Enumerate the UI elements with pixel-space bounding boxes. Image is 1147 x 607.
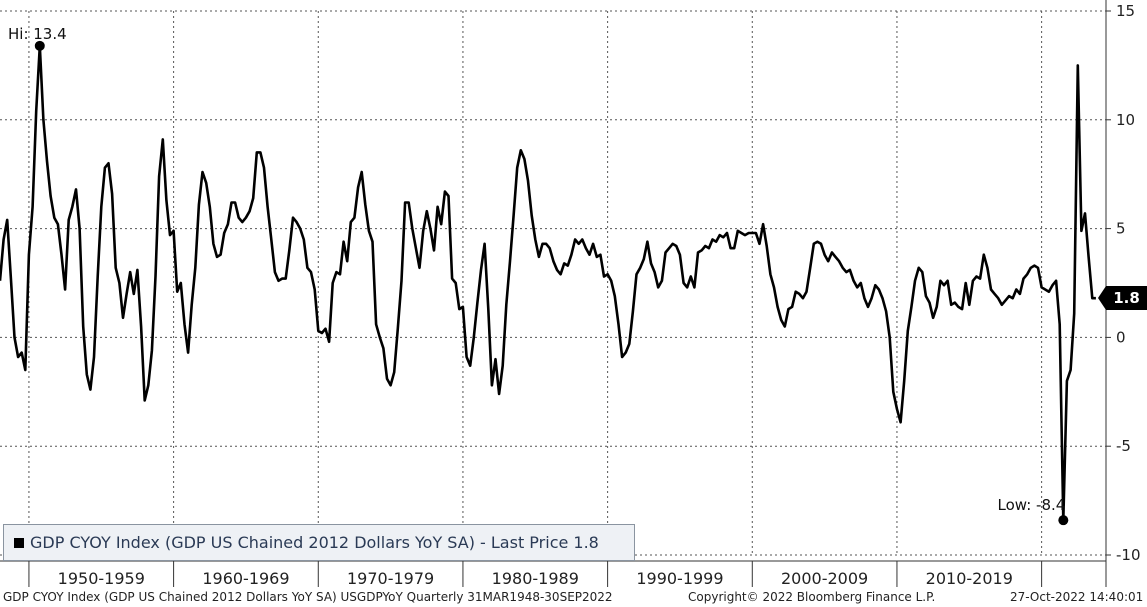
x-category-label: 1990-1999 — [636, 569, 723, 588]
grid-lines — [0, 10, 1106, 556]
y-tick-label: 15 — [1116, 2, 1135, 20]
footer-copyright: Copyright© 2022 Bloomberg Finance L.P. — [688, 590, 936, 604]
legend-text: GDP CYOY Index (GDP US Chained 2012 Doll… — [30, 533, 599, 552]
footer-source: GDP CYOY Index (GDP US Chained 2012 Doll… — [3, 590, 613, 604]
low-label: Low: -8.4 — [998, 496, 1066, 514]
x-category-label: 1980-1989 — [492, 569, 579, 588]
y-tick-label: -5 — [1116, 437, 1131, 455]
high-marker — [34, 40, 45, 51]
x-category-label: 2010-2019 — [926, 569, 1013, 588]
y-tick-label: 10 — [1116, 111, 1135, 129]
legend: GDP CYOY Index (GDP US Chained 2012 Doll… — [3, 524, 635, 561]
x-category-label: 2000-2009 — [781, 569, 868, 588]
high-label: Hi: 13.4 — [8, 25, 67, 43]
gdp-series-line — [0, 44, 1096, 522]
last-price-tag: 1.8 — [1098, 286, 1147, 310]
x-category-label: 1960-1969 — [202, 569, 289, 588]
x-category-labels: 1950-1959 1960-1969 1970-1979 1980-1989 1990… — [58, 569, 1013, 588]
footer-timestamp: 27-Oct-2022 14:40:01 — [1010, 590, 1144, 604]
last-price-value: 1.8 — [1113, 289, 1140, 307]
y-tick-label: 5 — [1116, 220, 1126, 238]
y-tick-label: 0 — [1116, 328, 1126, 346]
low-marker — [1058, 515, 1069, 526]
x-category-label: 1970-1979 — [347, 569, 434, 588]
x-category-label: 1950-1959 — [58, 569, 145, 588]
y-tick-labels: 15 10 5 0 -5 -10 — [1116, 2, 1141, 564]
y-tick-label: -10 — [1116, 546, 1141, 564]
legend-swatch — [14, 537, 24, 548]
axes — [0, 0, 1111, 587]
